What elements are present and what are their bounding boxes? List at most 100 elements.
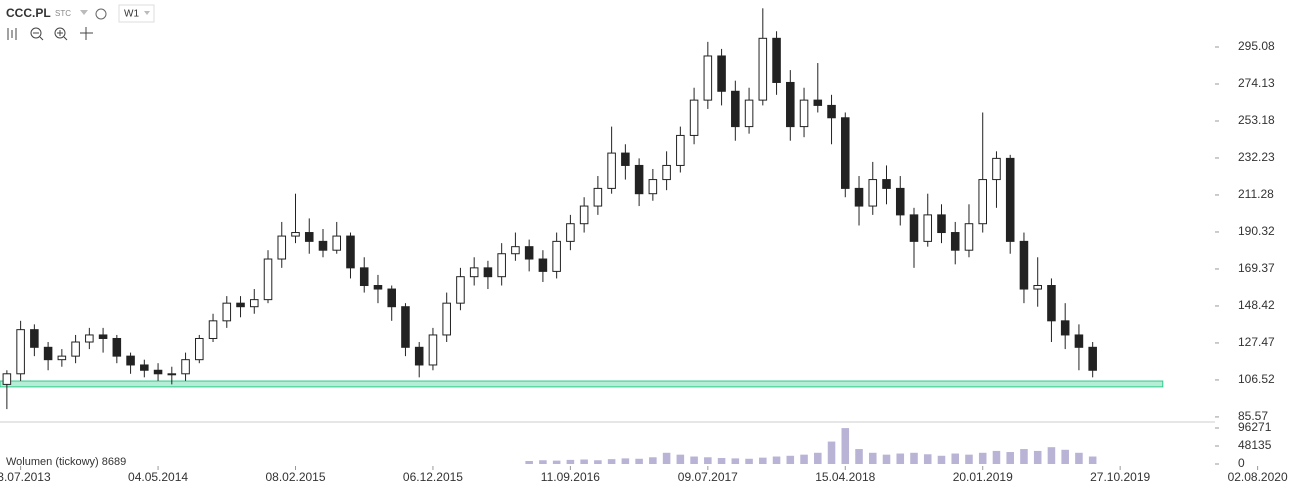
- volume-bar: [552, 460, 561, 464]
- candle-body: [153, 369, 163, 375]
- candle-body: [786, 81, 795, 128]
- candle-body: [304, 232, 314, 242]
- volume-bar: [525, 461, 533, 464]
- volume-bar: [731, 458, 740, 464]
- volume-bar: [594, 460, 602, 464]
- volume-bar: [1075, 452, 1083, 464]
- volume-bar: [800, 454, 808, 464]
- volume-bar: [910, 452, 918, 464]
- candle-body: [566, 223, 575, 242]
- candle-body: [167, 373, 177, 376]
- candle-body: [827, 104, 836, 119]
- dropdown[interactable]: [144, 11, 150, 15]
- candle-body: [414, 346, 424, 366]
- candle-body: [950, 232, 960, 251]
- candle-body: [30, 329, 39, 348]
- candle-body: [717, 55, 726, 92]
- y-tick-label: 253.18: [1238, 113, 1275, 127]
- y-tick-label: 127.47: [1238, 335, 1275, 349]
- candle-body: [744, 99, 754, 128]
- candle-body: [524, 246, 534, 260]
- volume-bar: [1088, 456, 1097, 464]
- candle-body: [895, 187, 905, 216]
- volume-bar: [1006, 452, 1014, 464]
- toolbar: [7, 27, 93, 41]
- timeframe-box[interactable]: [118, 4, 155, 23]
- candle-body: [126, 355, 135, 366]
- candle-body: [140, 364, 149, 371]
- volume-bar: [1033, 450, 1042, 464]
- pan[interactable]: [80, 27, 93, 40]
- candle-body: [964, 223, 974, 251]
- y-tick-label: 85.57: [1238, 409, 1268, 423]
- volume-bar: [580, 459, 588, 464]
- volume-bar: [841, 428, 850, 464]
- volume-bar: [745, 458, 753, 464]
- volume-bar: [649, 457, 657, 464]
- candle-body: [277, 235, 287, 260]
- candle-body: [799, 99, 809, 128]
- volume-bar: [717, 458, 726, 464]
- volume-bar: [786, 455, 795, 464]
- volume-label: Wolumen (tickowy) 8689: [6, 456, 126, 468]
- candle-body: [483, 267, 493, 278]
- x-tick-label: 08.02.2015: [265, 470, 325, 484]
- candle-body: [1047, 285, 1056, 322]
- volume-bar: [690, 456, 698, 464]
- candle-body: [346, 235, 355, 269]
- x-tick-label: 09.07.2017: [678, 470, 738, 484]
- symbol[interactable]: CCC.PL: [6, 6, 51, 20]
- candle-icon[interactable]: [7, 28, 17, 40]
- volume-bar: [855, 449, 863, 464]
- candle-body: [909, 214, 919, 242]
- candle-body: [593, 187, 603, 207]
- candle-body: [511, 246, 520, 255]
- volume-bar: [896, 453, 905, 464]
- candle-body: [263, 258, 273, 301]
- candle-body: [112, 337, 122, 357]
- volume-bar: [662, 452, 671, 464]
- volume-bar: [1020, 449, 1028, 464]
- candle-body: [676, 134, 685, 166]
- x-tick-label: 15.04.2018: [815, 470, 875, 484]
- x-tick-label: 02.08.2020: [1228, 470, 1288, 484]
- candle-body: [2, 373, 12, 385]
- candle-body: [703, 55, 713, 101]
- dropdown[interactable]: [80, 10, 88, 15]
- volume-bar: [539, 460, 547, 464]
- volume-bar: [759, 457, 767, 464]
- volume-bar: [951, 453, 960, 464]
- info-icon[interactable]: [95, 8, 107, 20]
- volume-tick-label: 48135: [1238, 438, 1272, 452]
- tag: STC: [55, 9, 71, 18]
- candle-body: [71, 341, 80, 357]
- volume-bar: [1047, 447, 1056, 464]
- candle-body: [579, 205, 589, 225]
- candle-body: [1088, 346, 1097, 371]
- candle-body: [497, 253, 506, 278]
- candle-body: [758, 37, 768, 101]
- candle-body: [236, 302, 245, 308]
- zoom-out[interactable]: [30, 27, 42, 39]
- candle-body: [442, 302, 451, 336]
- volume-bar: [607, 459, 616, 464]
- candle-body: [992, 157, 1001, 181]
- candle-body: [1074, 334, 1084, 348]
- candle-body: [621, 152, 630, 166]
- x-tick-label: 27.10.2019: [1090, 470, 1150, 484]
- volume-tick-label: 96271: [1238, 420, 1272, 434]
- y-tick-label: 295.08: [1238, 39, 1275, 53]
- candle-body: [428, 334, 438, 366]
- candle-body: [249, 299, 259, 308]
- x-tick-label: 20.01.2019: [953, 470, 1013, 484]
- zoom-in[interactable]: [54, 27, 66, 39]
- volume-bar: [704, 457, 712, 464]
- volume-bar: [923, 454, 932, 464]
- candle-body: [813, 99, 823, 106]
- candle-body: [16, 329, 25, 375]
- volume-bar: [978, 452, 987, 464]
- candle-body: [882, 179, 891, 189]
- candle-body: [689, 99, 699, 136]
- y-tick-label: 106.52: [1238, 372, 1275, 386]
- x-tick-label: 06.12.2015: [403, 470, 463, 484]
